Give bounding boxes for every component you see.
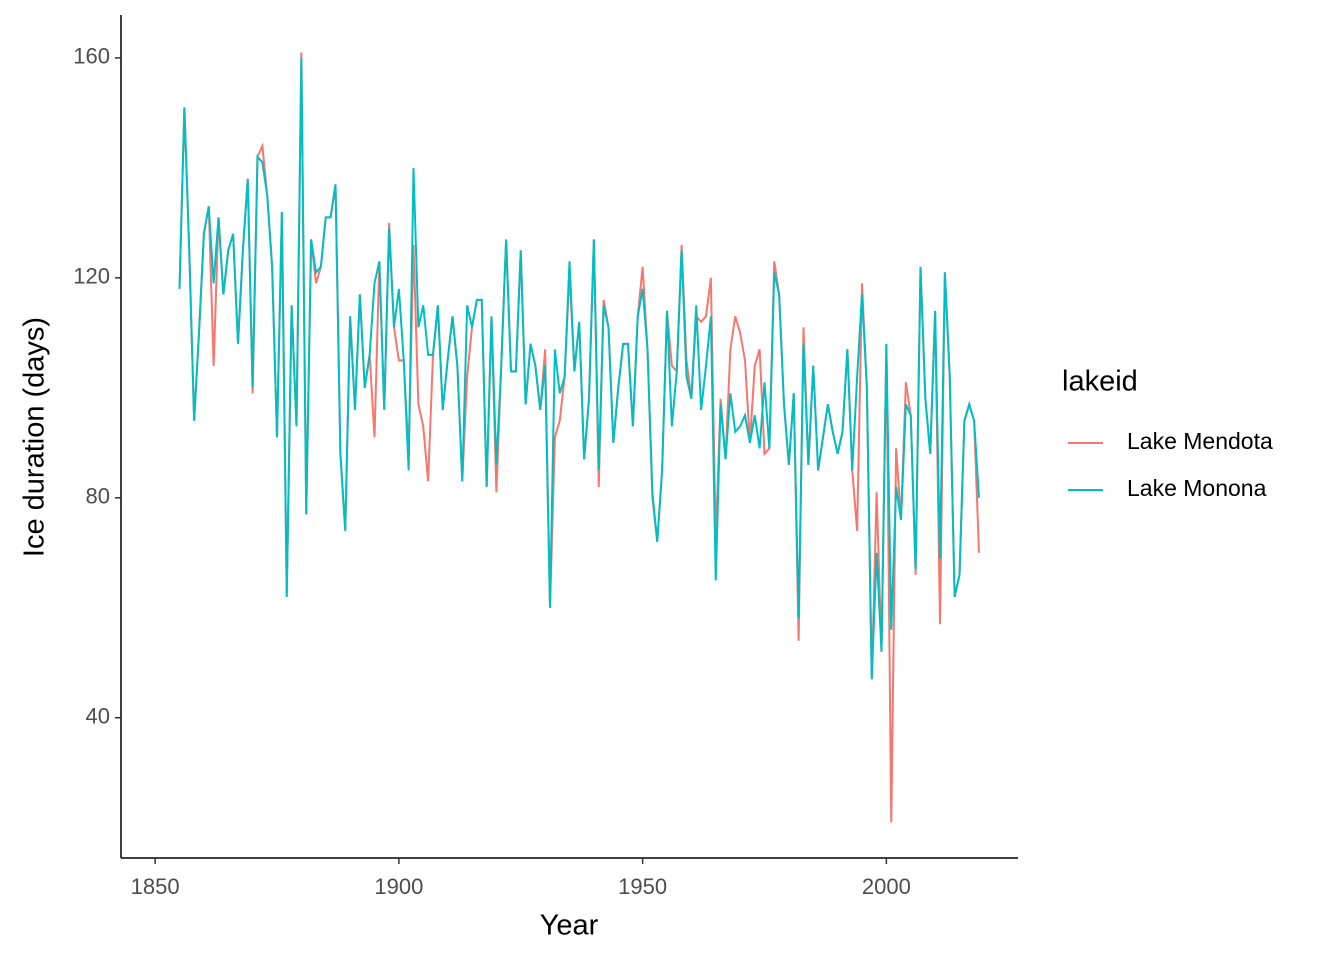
x-tick-label: 1950 (618, 874, 667, 899)
legend-label: Lake Mendota (1127, 428, 1273, 454)
series-line (178, 57, 980, 680)
x-tick-label: 1900 (374, 874, 423, 899)
legend-title: lakeid (1062, 366, 1138, 398)
y-axis-title: Ice duration (days) (19, 317, 51, 557)
x-axis-title: Year (540, 910, 599, 942)
y-tick-label: 80 (86, 484, 110, 509)
legend-label: Lake Monona (1127, 475, 1267, 501)
x-tick-label: 1850 (131, 874, 180, 899)
y-tick-label: 120 (73, 264, 110, 289)
x-tick-label: 2000 (862, 874, 911, 899)
y-tick-label: 40 (86, 704, 110, 729)
y-tick-label: 160 (73, 44, 110, 69)
